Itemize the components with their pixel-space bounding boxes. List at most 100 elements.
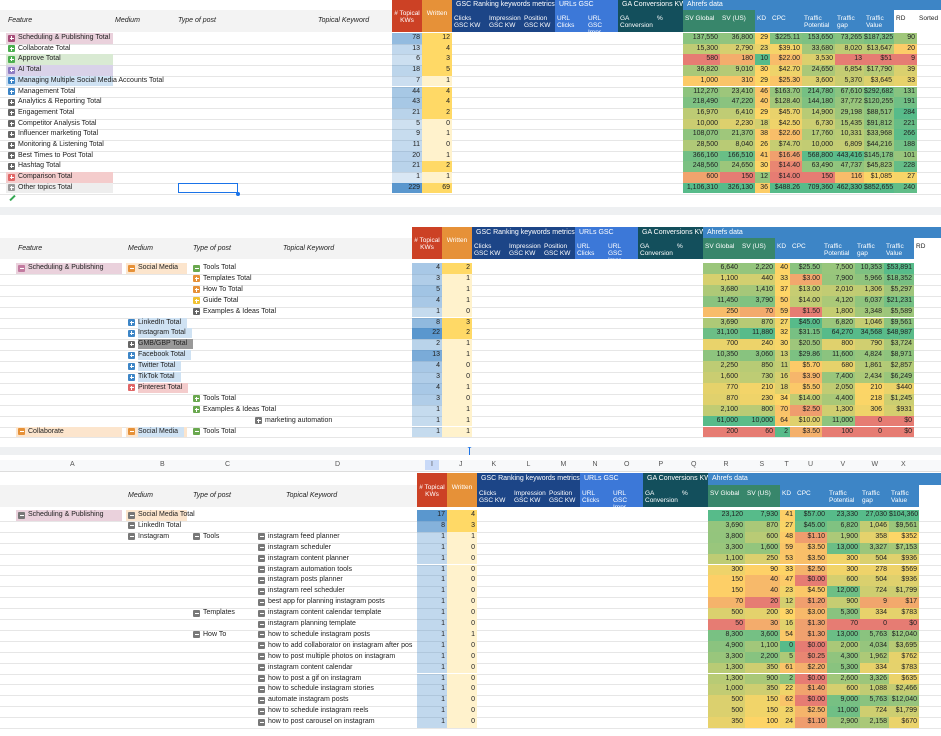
toggle-icon[interactable] [193, 264, 200, 272]
toggle-icon[interactable] [258, 566, 265, 573]
toggle-icon[interactable] [128, 340, 135, 348]
cell-value: 73,265 [835, 33, 864, 44]
cell-value: 30 [780, 608, 795, 619]
column-header: Topical Keyword [318, 17, 370, 24]
cell-value: 724 [860, 586, 889, 598]
toggle-icon[interactable] [193, 428, 200, 435]
toggle-icon[interactable] [8, 88, 15, 95]
toggle-icon[interactable] [8, 55, 15, 63]
selected-cell[interactable] [178, 182, 238, 194]
cell-value: 2 [412, 339, 442, 351]
toggle-icon[interactable] [8, 34, 15, 42]
row-line [0, 43, 941, 45]
toggle-icon[interactable] [193, 609, 200, 617]
cell-value: 5,966 [855, 273, 884, 285]
cell-text: Instagram Total [138, 328, 192, 339]
toggle-icon[interactable] [193, 631, 200, 639]
toggle-icon[interactable] [258, 718, 265, 726]
cell-value: 21 [392, 161, 422, 173]
toggle-icon[interactable] [128, 329, 135, 337]
cell-value: $8,971 [884, 350, 914, 362]
toggle-icon[interactable] [18, 428, 25, 435]
label-fill [6, 65, 113, 76]
cell-text: Social Media [138, 426, 185, 437]
cell-value: 2 [775, 426, 790, 438]
toggle-icon[interactable] [18, 264, 25, 272]
toggle-icon[interactable] [128, 511, 135, 519]
column-header: Traffic Value [884, 238, 914, 259]
toggle-icon[interactable] [258, 620, 265, 628]
toggle-icon[interactable] [128, 522, 135, 530]
toggle-icon[interactable] [193, 297, 200, 305]
toggle-icon[interactable] [193, 406, 200, 414]
cell-value: 310 [720, 75, 755, 87]
toggle-icon[interactable] [8, 66, 15, 74]
toggle-icon[interactable] [8, 109, 15, 117]
toggle-icon[interactable] [8, 184, 15, 192]
toggle-icon[interactable] [128, 319, 135, 326]
cell-value: 6,809 [835, 140, 864, 151]
cell-value: 680 [822, 361, 855, 372]
toggle-icon[interactable] [8, 120, 15, 128]
toggle-icon[interactable] [258, 696, 265, 704]
toggle-icon[interactable] [258, 576, 265, 584]
toggle-icon[interactable] [258, 555, 265, 563]
toggle-icon[interactable] [8, 162, 15, 170]
toggle-icon[interactable] [193, 275, 200, 283]
toggle-icon[interactable] [258, 675, 265, 682]
cell-value: 29,198 [835, 107, 864, 119]
toggle-icon[interactable] [258, 587, 265, 595]
toggle-icon[interactable] [258, 707, 265, 715]
toggle-icon[interactable] [258, 642, 265, 650]
cell-value: $128.40 [770, 97, 802, 108]
toggle-icon[interactable] [193, 533, 200, 541]
toggle-icon[interactable] [128, 264, 135, 272]
toggle-icon[interactable] [128, 533, 135, 541]
toggle-icon[interactable] [8, 45, 15, 53]
toggle-icon[interactable] [8, 98, 15, 106]
toggle-icon[interactable] [8, 152, 15, 160]
cell-value: $0 [884, 426, 914, 438]
toggle-icon[interactable] [8, 130, 15, 138]
toggle-icon[interactable] [258, 609, 265, 617]
toggle-icon[interactable] [193, 395, 200, 403]
cell-value: 200 [745, 608, 780, 619]
toggle-icon[interactable] [8, 173, 15, 181]
cell-value: 3,530 [802, 54, 835, 66]
column-header: Type of post [178, 17, 217, 24]
cell-value: 116 [835, 172, 864, 183]
toggle-icon[interactable] [193, 286, 200, 294]
cell-value: 6,410 [720, 107, 755, 119]
toggle-icon[interactable] [193, 308, 200, 316]
cell-value: 1 [447, 629, 477, 641]
toggle-icon[interactable] [128, 373, 135, 381]
toggle-icon[interactable] [258, 664, 265, 672]
toggle-icon[interactable] [128, 384, 135, 392]
cell-value: 284 [894, 107, 917, 119]
label-fill [16, 510, 122, 521]
cell-text: instagram content planner [268, 554, 349, 562]
cell-value: $440 [884, 382, 914, 394]
toggle-icon[interactable] [128, 428, 135, 435]
toggle-icon[interactable] [255, 417, 262, 425]
toggle-icon[interactable] [258, 544, 265, 552]
cell-text: GMB/GBP Total [138, 339, 194, 350]
edit-pencil[interactable] [9, 194, 16, 201]
cell-value: 11 [392, 140, 422, 151]
toggle-icon[interactable] [8, 77, 15, 85]
toggle-icon[interactable] [258, 598, 265, 606]
toggle-icon[interactable] [8, 141, 15, 149]
toggle-icon[interactable] [258, 653, 265, 661]
toggle-icon[interactable] [128, 362, 135, 370]
cell-value: 3,300 [708, 651, 745, 663]
row-line [0, 161, 941, 163]
toggle-icon[interactable] [258, 685, 265, 693]
toggle-icon[interactable] [258, 631, 265, 639]
toggle-icon[interactable] [18, 511, 25, 519]
cell-value: 3 [412, 273, 442, 285]
cell-value: 334 [860, 608, 889, 619]
cell-value: 1,046 [860, 520, 889, 532]
toggle-icon[interactable] [128, 351, 135, 359]
cell-value: $14.00 [790, 393, 822, 405]
toggle-icon[interactable] [258, 533, 265, 541]
